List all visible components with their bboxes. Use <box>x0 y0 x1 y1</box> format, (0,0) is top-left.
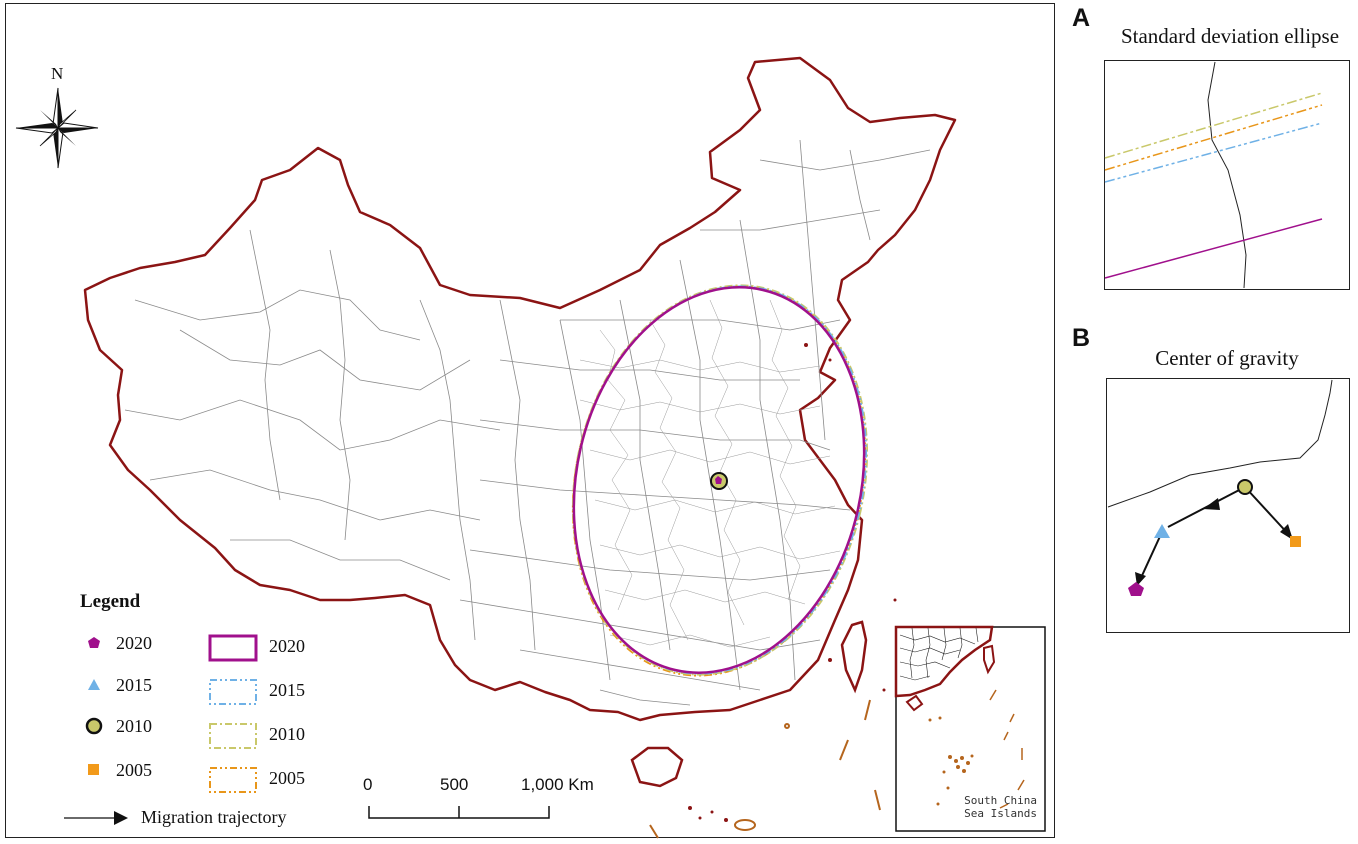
province-boundaries <box>124 139 931 706</box>
square-2005-icon <box>88 764 99 775</box>
legend-point-2005: 2005 <box>116 760 152 780</box>
legend-ellipse-2010: 2010 <box>269 724 305 744</box>
north-arrow-icon <box>15 87 99 169</box>
panel-a-box <box>1104 60 1350 290</box>
legend-ellipse-2005: 2005 <box>269 768 305 788</box>
circle-2010-icon <box>85 717 103 735</box>
gravity-center-cluster <box>710 472 728 490</box>
ellipse-2020 <box>572 286 866 674</box>
triangle-2015-icon <box>88 679 100 690</box>
china-border <box>83 56 957 722</box>
box-2010-icon <box>209 723 257 749</box>
scale-label-500: 500 <box>440 775 469 794</box>
legend-point-2015: 2015 <box>116 675 152 695</box>
legend-trajectory-label: Migration trajectory <box>141 807 287 827</box>
scale-label-1000: 1,000 Km <box>521 775 594 794</box>
panel-b-title: Center of gravity <box>1155 346 1299 370</box>
legend-point-symbols <box>85 637 103 775</box>
box-2020-icon <box>208 634 258 662</box>
inset-map <box>894 625 1046 832</box>
ellipse-2010 <box>571 284 869 676</box>
prefecture-mesh <box>579 299 841 648</box>
std-ellipses <box>571 284 869 677</box>
hainan-island <box>630 746 684 788</box>
trajectory-arrow-icon <box>64 811 128 825</box>
north-label: N <box>51 64 64 83</box>
legend-ellipse-symbols <box>208 634 258 793</box>
inset-label-line-1: South China <box>964 794 1037 807</box>
scale-bar <box>368 806 550 819</box>
legend-title: Legend <box>80 591 141 612</box>
panel-a-letter: A <box>1072 4 1091 32</box>
inset-label: South China Sea Islands <box>945 794 1037 820</box>
box-2005-icon <box>209 767 257 793</box>
scale-label-0: 0 <box>363 775 373 794</box>
legend-ellipse-2020: 2020 <box>269 636 305 656</box>
box-2015-icon <box>209 679 257 705</box>
south-sea-islands <box>649 699 907 839</box>
legend-ellipse-2015: 2015 <box>269 680 305 700</box>
inset-label-line-2: Sea Islands <box>964 807 1037 820</box>
panel-a-title: Standard deviation ellipse <box>1120 24 1340 48</box>
legend-point-2010: 2010 <box>116 716 152 736</box>
coastal-islands <box>688 343 897 822</box>
panel-b-box <box>1106 378 1350 633</box>
legend-point-2020: 2020 <box>116 633 152 653</box>
taiwan-island <box>840 620 868 694</box>
panel-b-letter: B <box>1072 324 1091 352</box>
main-map-frame <box>5 3 1055 838</box>
pentagon-2020-icon <box>88 637 100 648</box>
